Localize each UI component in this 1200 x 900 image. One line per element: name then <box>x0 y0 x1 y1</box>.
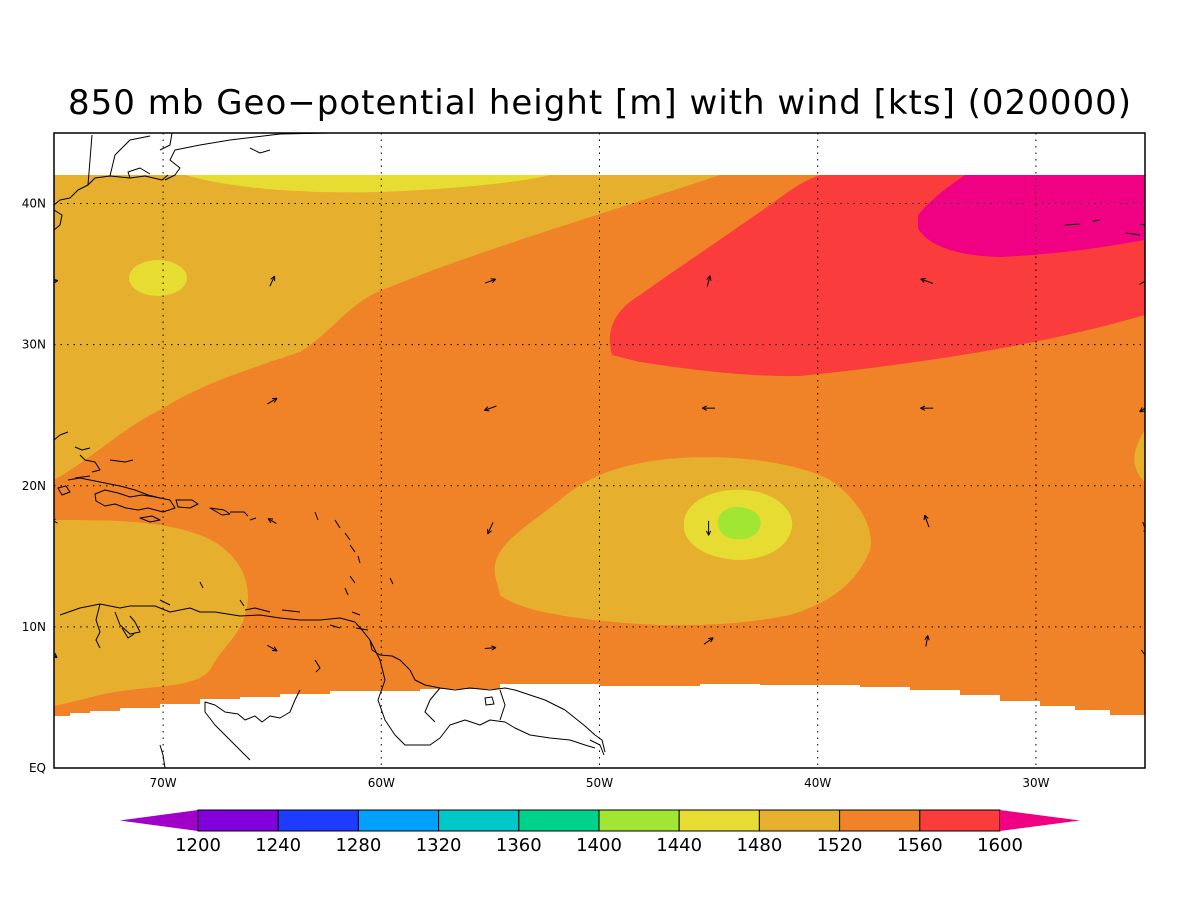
height-fill-1520-central <box>494 457 871 626</box>
colorbar-label: 1520 <box>817 835 863 856</box>
wind-vectors <box>54 223 1145 659</box>
wind-vector <box>924 635 930 647</box>
colorbar-label: 1360 <box>496 835 542 856</box>
y-tick-label: 20N <box>22 479 46 493</box>
colorbar-box <box>518 809 600 832</box>
height-fill-1520-southwest <box>54 520 248 706</box>
colorbar-label: 1320 <box>416 835 462 856</box>
colorbar-box <box>357 809 440 832</box>
colorbar-box <box>197 809 279 832</box>
wind-vector <box>1140 649 1145 659</box>
colorbar-upper-triangle <box>1000 810 1080 831</box>
wind-vector <box>701 405 715 411</box>
colorbar-label: 1400 <box>576 835 622 856</box>
colorbar-lower-triangle <box>120 810 198 831</box>
colorbar-label: 1480 <box>736 835 782 856</box>
wind-vector <box>267 644 278 652</box>
colorbar-box <box>919 809 1001 832</box>
axis-tick-labels: 70W 60W 50W 40W 30W EQ 10N 20N 30N 40N <box>22 197 1050 790</box>
colorbar-box <box>438 809 520 832</box>
colorbar-label: 1440 <box>656 835 702 856</box>
height-fill-1480-north <box>185 175 550 193</box>
wind-vector <box>1140 223 1145 227</box>
colorbar-label: 1280 <box>335 835 381 856</box>
chart-title: 850 mb Geo−potential height [m] with win… <box>68 83 1132 123</box>
colorbar-box <box>277 809 359 832</box>
wind-vector <box>923 514 930 528</box>
wind-vector <box>1139 407 1145 413</box>
colorbar-label: 1600 <box>977 835 1023 856</box>
height-fill-1600-plus <box>918 175 1145 257</box>
height-fill-1480-west <box>129 260 187 296</box>
colorbar-box <box>598 809 680 832</box>
wind-vector <box>269 275 276 287</box>
wind-vector <box>920 277 933 284</box>
colorbar-label: 1560 <box>897 835 943 856</box>
height-fill-1520-east <box>1134 430 1145 482</box>
wind-vector <box>267 397 278 405</box>
wind-vector <box>484 405 497 412</box>
y-tick-label: EQ <box>29 761 46 775</box>
colorbar-label: 1240 <box>255 835 301 856</box>
wind-vector <box>703 637 714 645</box>
wind-vector <box>1142 521 1145 533</box>
x-tick-label: 70W <box>150 776 177 790</box>
height-fill-1440 <box>718 506 761 540</box>
x-tick-label: 30W <box>1022 776 1049 790</box>
x-tick-label: 40W <box>804 776 831 790</box>
y-tick-label: 10N <box>22 620 46 634</box>
colorbar-box <box>678 809 760 832</box>
y-tick-label: 30N <box>22 338 46 352</box>
wind-vector <box>920 405 934 411</box>
colorbar-box <box>758 809 841 832</box>
x-tick-label: 50W <box>586 776 613 790</box>
height-fill-1520-northwest <box>54 175 720 480</box>
colorbar-box <box>839 809 921 832</box>
wind-vector <box>267 518 277 524</box>
colorbar: 1200 1240 1280 1320 1360 1400 1440 1480 1520 1560… <box>120 809 1080 856</box>
wind-vector <box>484 278 497 284</box>
coastlines <box>54 133 1141 768</box>
wind-vector <box>706 275 712 287</box>
colorbar-label: 1200 <box>175 835 221 856</box>
wind-vector <box>487 522 494 535</box>
wind-vector <box>1139 280 1145 285</box>
wind-vector <box>484 645 497 651</box>
plot-frame <box>53 132 1146 769</box>
map-plot-area <box>54 133 1145 768</box>
y-tick-label: 40N <box>22 197 46 211</box>
wind-vector <box>705 520 712 536</box>
x-tick-label: 60W <box>368 776 395 790</box>
